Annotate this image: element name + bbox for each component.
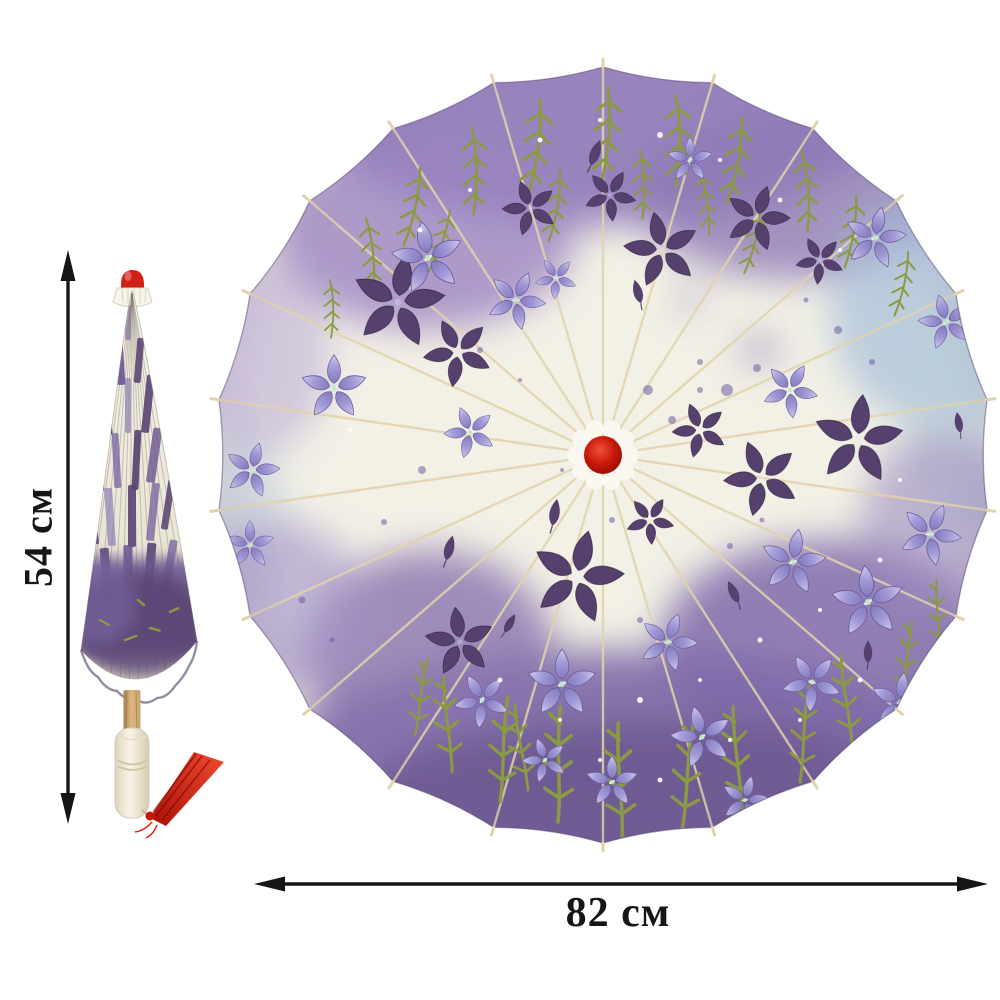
hub-red-center [584, 436, 622, 474]
scalloped-hem [79, 640, 199, 704]
umbrella-hub [567, 420, 639, 490]
closed-foliage-accents [98, 598, 180, 642]
tassel-knot [145, 811, 155, 821]
shaft-grain [125, 691, 138, 731]
umbrella-handle [114, 727, 150, 819]
closed-umbrella [79, 270, 224, 839]
arrowhead-right [957, 876, 988, 892]
handle-collar [117, 735, 147, 741]
handle-groove [116, 759, 148, 771]
umbrella-shaft [123, 690, 141, 732]
open-diameter-label: 82 см [565, 890, 671, 936]
closed-bottom-wash [81, 555, 197, 677]
arrowhead-left [254, 876, 285, 892]
tassel-strands [152, 753, 211, 821]
hub-ruffle-petals [567, 420, 639, 490]
horizontal-dimension-arrow [254, 876, 988, 892]
tassel-threads [134, 821, 158, 839]
arrowhead-down [60, 793, 76, 824]
arrowhead-up [60, 250, 76, 281]
open-umbrella [209, 57, 997, 853]
vertical-dimension-arrow [60, 250, 76, 824]
tip-highlight [124, 271, 132, 281]
closed-height-label: 54 см [15, 487, 61, 587]
rib-tips [209, 57, 997, 853]
tassel [134, 752, 224, 839]
umbrella-tip [121, 270, 144, 289]
